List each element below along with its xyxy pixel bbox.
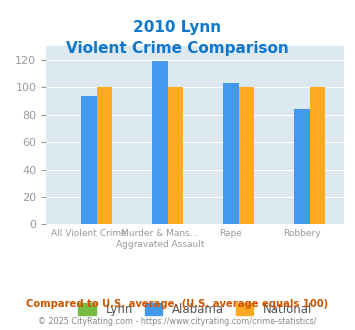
Bar — [97, 87, 112, 224]
Bar — [239, 87, 254, 224]
Bar — [152, 61, 168, 224]
Legend: Lynn, Alabama, National: Lynn, Alabama, National — [73, 298, 317, 320]
Bar — [81, 96, 97, 224]
Bar — [310, 87, 325, 224]
Text: Compared to U.S. average. (U.S. average equals 100): Compared to U.S. average. (U.S. average … — [26, 299, 329, 309]
Text: Violent Crime Comparison: Violent Crime Comparison — [66, 41, 289, 56]
Text: © 2025 CityRating.com - https://www.cityrating.com/crime-statistics/: © 2025 CityRating.com - https://www.city… — [38, 317, 317, 326]
Bar — [223, 83, 239, 224]
Bar — [294, 109, 310, 224]
Text: 2010 Lynn: 2010 Lynn — [133, 20, 222, 35]
Bar — [168, 87, 183, 224]
